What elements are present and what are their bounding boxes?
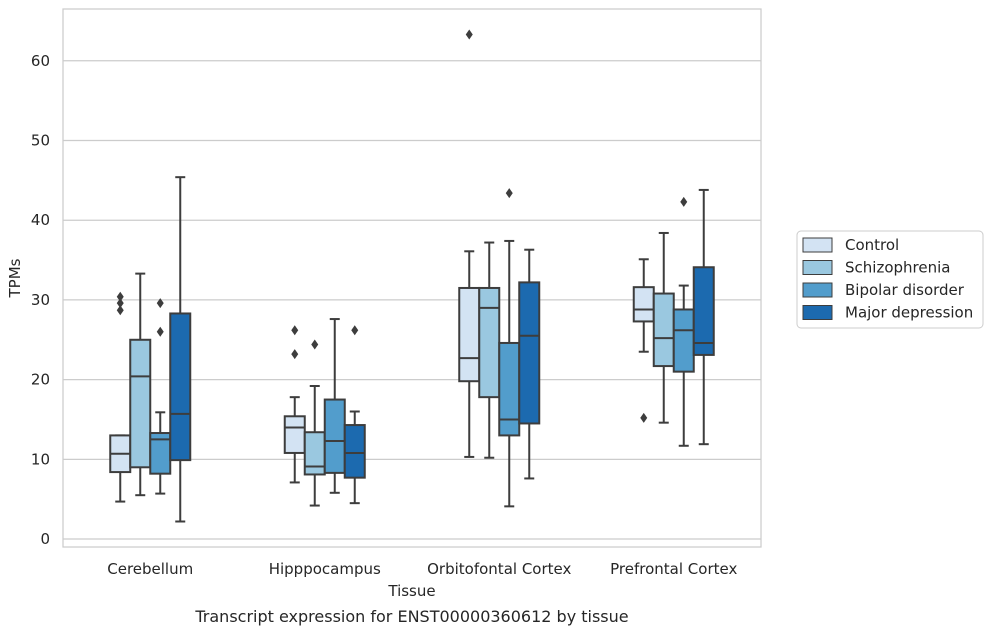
plot-frame bbox=[62, 8, 762, 548]
y-tick-label: 10 bbox=[31, 450, 50, 468]
box-3-3 bbox=[692, 188, 715, 446]
boxes bbox=[109, 29, 715, 523]
x-axis-label: Tissue bbox=[387, 582, 435, 600]
y-tick-label: 0 bbox=[40, 530, 50, 548]
box-iqr bbox=[458, 286, 481, 383]
y-tick-label: 20 bbox=[31, 371, 50, 389]
y-tick-label: 30 bbox=[31, 291, 50, 309]
legend-label: Control bbox=[845, 236, 899, 254]
box-3-2 bbox=[672, 196, 695, 447]
y-tick-labels: 0 10 20 30 40 50 60 bbox=[31, 52, 50, 548]
box-1-2 bbox=[323, 318, 346, 494]
box-iqr bbox=[672, 308, 695, 373]
box-iqr bbox=[343, 424, 366, 479]
outlier-point bbox=[116, 305, 124, 316]
legend-label: Major depression bbox=[845, 304, 973, 322]
box-0-1 bbox=[129, 272, 152, 497]
box-3-0 bbox=[632, 258, 655, 423]
y-tick-label: 50 bbox=[31, 132, 50, 150]
box-iqr bbox=[692, 266, 715, 356]
box-2-0 bbox=[458, 29, 481, 458]
outlier-point bbox=[156, 298, 164, 309]
x-tick-label: Prefrontal Cortex bbox=[610, 560, 737, 578]
box-1-0 bbox=[283, 325, 306, 484]
outlier-point bbox=[351, 325, 359, 336]
outlier-point bbox=[291, 325, 299, 336]
box-iqr bbox=[303, 431, 326, 476]
x-tick-label: Cerebellum bbox=[107, 560, 193, 578]
legend-swatch bbox=[802, 305, 833, 320]
y-axis-label: TPMs bbox=[6, 258, 24, 298]
box-2-2 bbox=[498, 188, 521, 508]
outlier-point bbox=[116, 291, 124, 302]
box-iqr bbox=[478, 286, 501, 399]
box-1-3 bbox=[343, 325, 366, 505]
x-tick-label: Orbitofontal Cortex bbox=[427, 560, 571, 578]
box-3-1 bbox=[652, 231, 675, 424]
box-0-3 bbox=[169, 176, 192, 523]
box-iqr bbox=[283, 415, 306, 454]
outlier-point bbox=[505, 188, 513, 199]
outlier-point bbox=[311, 339, 319, 350]
box-0-2 bbox=[149, 298, 172, 495]
box-2-3 bbox=[518, 248, 541, 480]
outlier-point bbox=[680, 196, 688, 207]
chart-caption: Transcript expression for ENST0000036061… bbox=[194, 607, 628, 626]
legend-label: Schizophrenia bbox=[845, 259, 950, 277]
box-iqr bbox=[652, 292, 675, 368]
legend-frame bbox=[796, 230, 984, 329]
outlier-point bbox=[156, 326, 164, 337]
box-iqr bbox=[323, 398, 346, 474]
y-tick-label: 40 bbox=[31, 211, 50, 229]
box-iqr bbox=[169, 312, 192, 462]
outlier-point bbox=[116, 298, 124, 309]
outlier-point bbox=[465, 29, 473, 40]
x-tick-labels: Cerebellum Hipppocampus Orbitofontal Corte… bbox=[107, 560, 737, 578]
box-iqr bbox=[518, 281, 541, 425]
legend: Control Schizophrenia Bipolar disorder Majo… bbox=[796, 230, 984, 329]
outlier-point bbox=[291, 349, 299, 360]
legend-swatch bbox=[802, 237, 833, 253]
x-tick-label: Hipppocampus bbox=[269, 560, 381, 578]
legend-swatch bbox=[802, 260, 833, 275]
legend-label: Bipolar disorder bbox=[845, 281, 965, 299]
box-iqr bbox=[498, 341, 521, 437]
box-0-0 bbox=[109, 291, 132, 503]
legend-swatch bbox=[802, 282, 833, 298]
box-iqr bbox=[129, 338, 152, 469]
y-tick-label: 60 bbox=[31, 52, 50, 70]
box-2-1 bbox=[478, 241, 501, 459]
outlier-point bbox=[640, 412, 648, 423]
box-iqr bbox=[632, 286, 655, 323]
box-1-1 bbox=[303, 339, 326, 507]
